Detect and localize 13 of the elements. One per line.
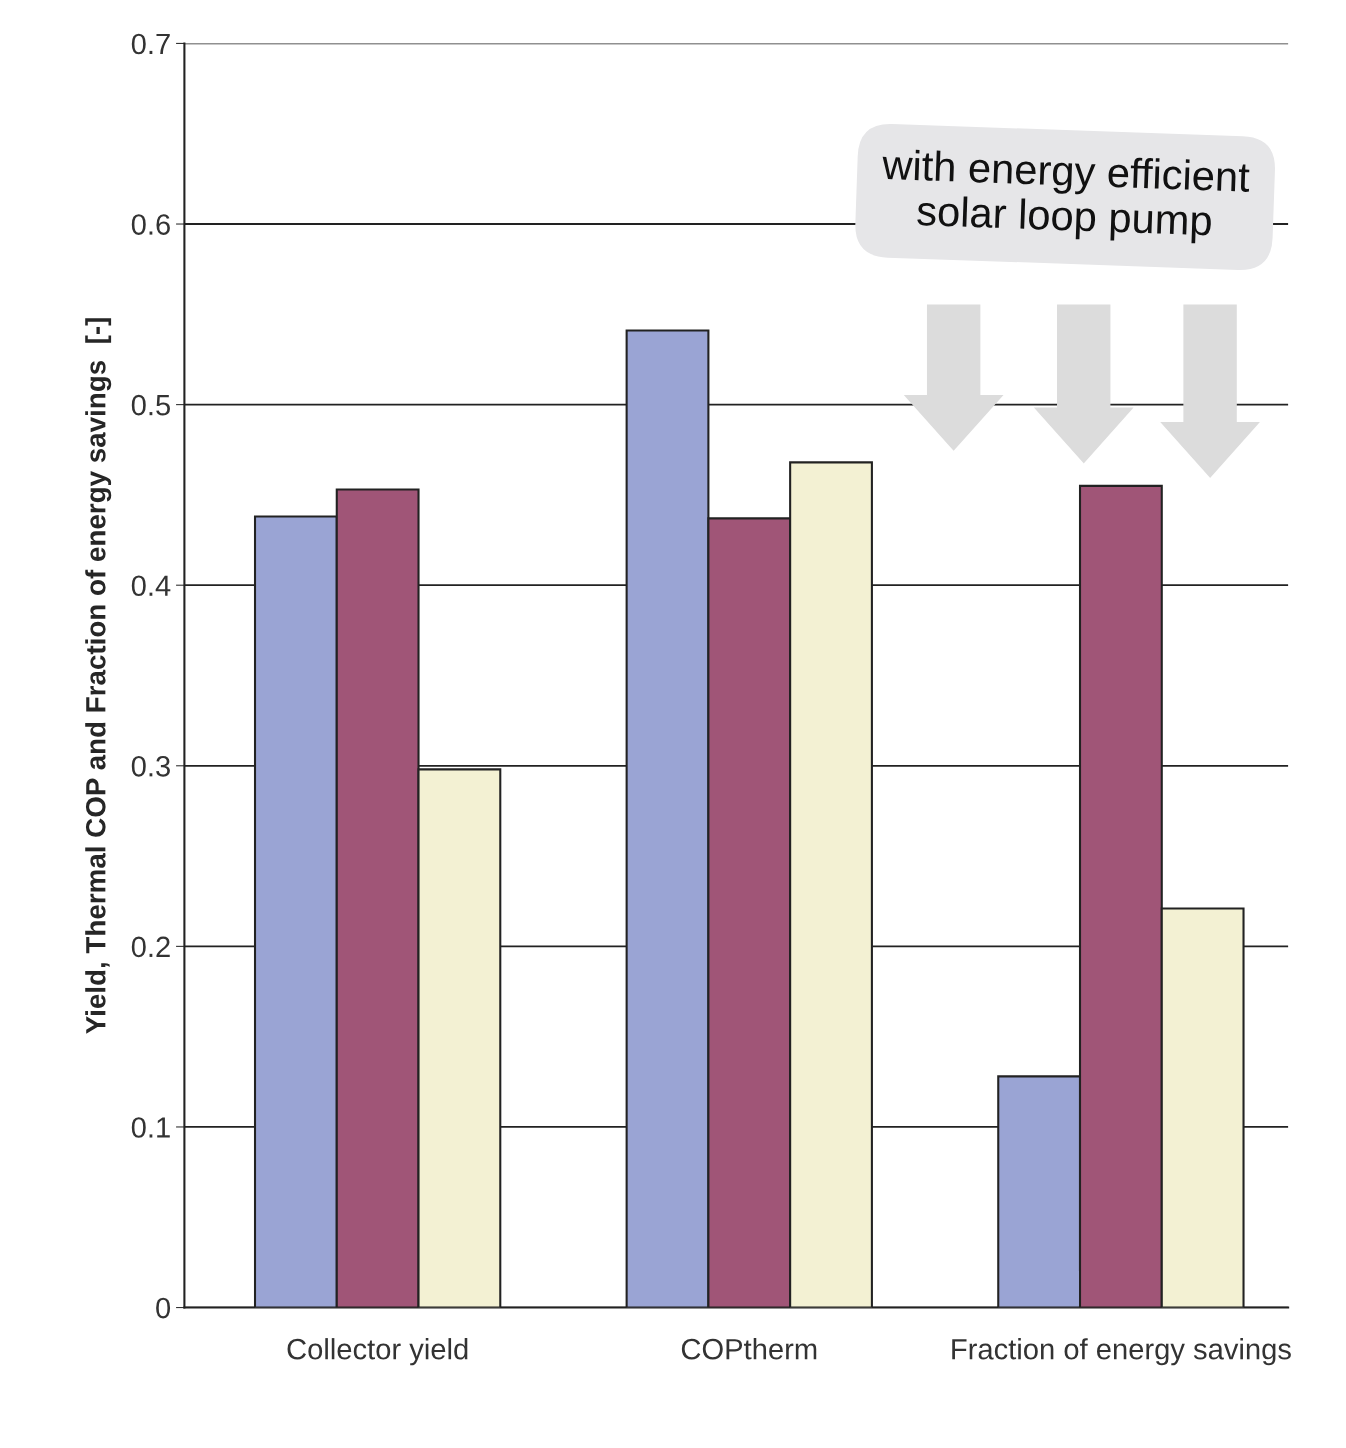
- y-axis-title: Yield, Thermal COP and Fraction of energy savings [-]: [85, 318, 112, 1034]
- y-tick-label: 0.7: [131, 33, 170, 55]
- x-tick-label: Fraction of energy savings: [952, 1338, 1291, 1366]
- y-tick-label: 0.5: [131, 394, 170, 416]
- x-tick-label: Collector yield: [287, 1338, 468, 1366]
- y-tick-label: 0.6: [131, 214, 170, 235]
- y-tick-label: 0.3: [131, 755, 170, 777]
- y-tick-label: 0.4: [131, 575, 171, 597]
- x-tick-label: COPtherm: [681, 1338, 817, 1360]
- y-tick-label: 0.1: [131, 1117, 170, 1138]
- annotation: with energy efficient solar loop pump: [881, 148, 1250, 244]
- y-tick-label: 0.2: [131, 936, 170, 958]
- y-tick-label: 0: [156, 1297, 171, 1319]
